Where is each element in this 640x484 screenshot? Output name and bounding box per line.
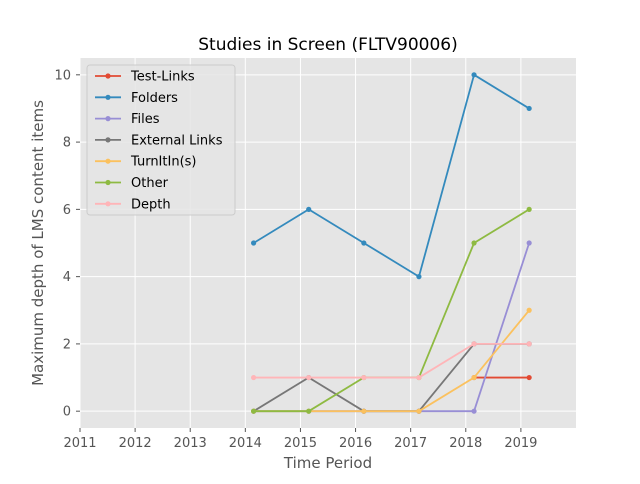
legend-box (86, 64, 236, 216)
data-point (306, 408, 312, 414)
series-lines (251, 72, 532, 414)
legend-item: Other (95, 176, 169, 191)
data-point (416, 274, 422, 280)
legend-item: Folders (95, 91, 178, 106)
legend-swatch-marker (105, 94, 111, 100)
legend-item: Files (95, 112, 160, 127)
data-point (471, 374, 477, 381)
axis-ticks: 2011 2012 2013 2014 2015 2016 2017 2018 2019 0 2 4 6… (54, 68, 537, 451)
data-point (526, 307, 532, 313)
y-tick-label: 8 (63, 136, 71, 151)
y-tick-label: 10 (54, 68, 71, 83)
legend-swatch-marker (105, 116, 111, 122)
x-tick-label: 2016 (339, 436, 372, 451)
legend-item: Test-Links (95, 70, 195, 85)
data-point (471, 408, 477, 414)
data-point (526, 374, 532, 381)
data-point (251, 240, 257, 246)
y-tick-label: 0 (63, 405, 71, 420)
x-tick-label: 2018 (449, 436, 482, 451)
legend-label: TurnItIn(s) (130, 155, 196, 170)
data-point (471, 240, 477, 246)
y-axis-label: Maximum depth of LMS content items (29, 100, 47, 386)
legend-label: Depth (131, 197, 171, 212)
data-point (526, 105, 532, 112)
data-point (251, 408, 257, 414)
x-tick-label: 2014 (229, 436, 262, 451)
x-tick-label: 2017 (394, 436, 427, 451)
x-tick-label: 2012 (119, 436, 152, 451)
data-point (526, 341, 532, 347)
y-tick-label: 4 (63, 270, 71, 285)
data-point (361, 408, 367, 414)
legend-item: TurnItIn(s) (95, 155, 196, 170)
data-point (526, 206, 532, 212)
legend-swatch-marker (105, 137, 111, 143)
legend-swatch-marker (105, 201, 111, 207)
series-folders (251, 72, 532, 280)
x-axis-label: Time Period (283, 454, 372, 472)
legend-label: Test-Links (130, 70, 195, 85)
x-tick-label: 2019 (504, 436, 537, 451)
data-point (306, 374, 312, 381)
legend-label: Other (131, 176, 169, 191)
series-line (253, 73, 530, 278)
legend-label: Folders (131, 91, 178, 106)
legend-item: External Links (95, 133, 223, 148)
data-point (471, 72, 477, 78)
series-line (253, 343, 530, 379)
series-depth (251, 341, 532, 381)
data-point (471, 341, 477, 347)
data-point (416, 374, 422, 381)
legend-item: Depth (95, 197, 171, 212)
legend-swatch-marker (105, 158, 111, 164)
x-tick-label: 2013 (174, 436, 207, 451)
x-tick-label: 2015 (284, 436, 317, 451)
legend: Test-Links Folders Files External Links Turn… (86, 64, 236, 216)
legend-label: External Links (131, 133, 223, 148)
y-tick-label: 6 (63, 203, 71, 218)
legend-swatch-marker (105, 73, 111, 79)
data-point (526, 240, 532, 246)
x-tick-label: 2011 (63, 436, 96, 451)
data-point (361, 240, 367, 246)
legend-label: Files (131, 112, 160, 127)
data-point (251, 374, 257, 381)
data-point (416, 408, 422, 414)
y-tick-label: 2 (63, 337, 71, 352)
data-point (361, 374, 367, 381)
chart-title: Studies in Screen (FLTV90006) (198, 35, 457, 55)
data-point (306, 206, 312, 212)
legend-swatch-marker (105, 179, 111, 186)
